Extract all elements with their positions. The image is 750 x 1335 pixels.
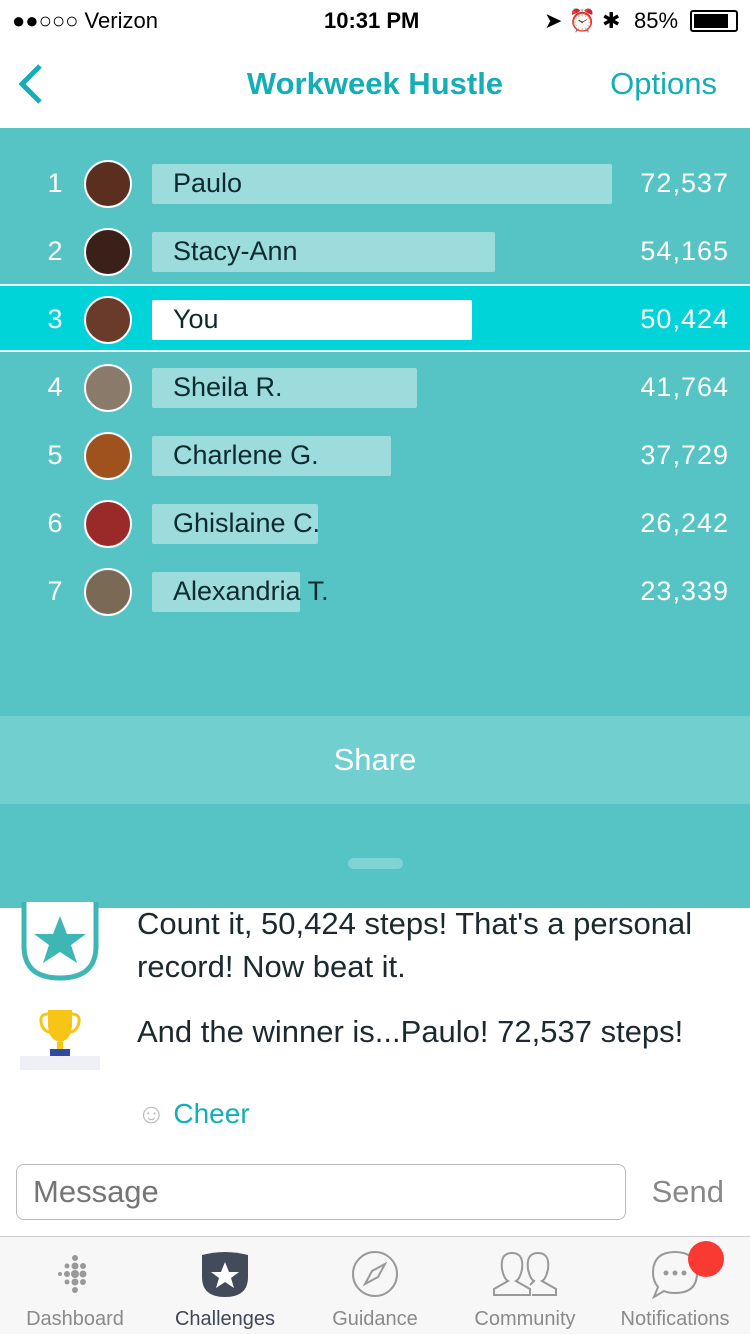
- tab-notifications[interactable]: Notifications: [600, 1237, 750, 1335]
- rank: 3: [47, 304, 63, 334]
- page-title: Workweek Hustle: [246, 66, 504, 101]
- leaderboard-row[interactable]: 6 Ghislaine C. 26,242: [0, 490, 750, 558]
- fitbit-dots-icon: [58, 1255, 87, 1293]
- tab-label: Notifications: [620, 1308, 730, 1330]
- community-people-icon: [493, 1251, 557, 1296]
- battery-percent: 85%: [634, 8, 679, 33]
- step-count: 26,242: [640, 508, 729, 538]
- avatar[interactable]: [84, 160, 132, 208]
- participant-name: Ghislaine C.: [173, 508, 321, 538]
- send-button[interactable]: Send: [651, 1174, 724, 1209]
- leaderboard-row[interactable]: 5 Charlene G. 37,729: [0, 422, 750, 490]
- trophy-icon: [20, 1010, 100, 1070]
- challenges-shield-icon: [202, 1252, 248, 1297]
- rank: 5: [47, 440, 63, 470]
- message-input[interactable]: [16, 1164, 626, 1220]
- tab-label: Challenges: [174, 1308, 276, 1330]
- leaderboard-row[interactable]: 2 Stacy-Ann 54,165: [0, 218, 750, 286]
- compass-icon: [352, 1251, 398, 1297]
- drag-handle[interactable]: [348, 858, 403, 869]
- cheer-label: Cheer: [173, 1098, 250, 1129]
- status-bar: ●●○○○ Verizon 10:31 PM ➤ ⏰ ✱ 85%: [0, 0, 750, 40]
- step-count: 37,729: [640, 440, 729, 470]
- avatar[interactable]: [84, 500, 132, 548]
- rank: 1: [47, 168, 63, 198]
- participant-name: Charlene G.: [173, 440, 319, 470]
- battery-icon: [690, 10, 738, 32]
- smiley-icon: ☺: [137, 1098, 166, 1129]
- participant-name: Stacy-Ann: [173, 236, 298, 266]
- tab-label: Community: [474, 1308, 576, 1330]
- options-button[interactable]: Options: [610, 66, 717, 101]
- tab-label: Guidance: [332, 1308, 418, 1330]
- rank: 7: [47, 576, 63, 606]
- step-count: 23,339: [640, 576, 729, 606]
- rank: 2: [47, 236, 63, 266]
- avatar[interactable]: [84, 432, 132, 480]
- notification-badge: [688, 1241, 724, 1277]
- steps-bar: [152, 368, 417, 408]
- tab-label: Dashboard: [26, 1308, 124, 1330]
- feed-item-text: And the winner is...Paulo! 72,537 steps!: [137, 1014, 684, 1049]
- step-count: 54,165: [640, 236, 729, 266]
- avatar[interactable]: [84, 364, 132, 412]
- star-badge-icon: [21, 902, 99, 981]
- tab-guidance[interactable]: Guidance: [300, 1237, 450, 1335]
- clock: 10:31 PM: [324, 8, 420, 33]
- tab-community[interactable]: Community: [450, 1237, 600, 1335]
- tab-bar: Dashboard Challenges Guidance Community …: [0, 1236, 750, 1334]
- back-chevron-icon[interactable]: [14, 62, 48, 106]
- avatar[interactable]: [84, 568, 132, 616]
- participant-name: Alexandria T.: [173, 576, 329, 606]
- avatar[interactable]: [84, 296, 132, 344]
- steps-bar: [152, 164, 612, 204]
- participant-name: You: [173, 304, 219, 334]
- steps-bar: [152, 232, 496, 272]
- share-button[interactable]: Share: [0, 716, 750, 804]
- status-icons: ➤ ⏰ ✱: [544, 8, 621, 33]
- tab-dashboard[interactable]: Dashboard: [0, 1237, 150, 1335]
- carrier: ●●○○○ Verizon: [12, 8, 158, 33]
- steps-bar: [152, 436, 392, 476]
- avatar[interactable]: [84, 228, 132, 276]
- participant-name: Sheila R.: [173, 372, 283, 402]
- leaderboard-row[interactable]: 4 Sheila R. 41,764: [0, 354, 750, 422]
- steps-bar: [152, 572, 300, 612]
- leaderboard-row[interactable]: 3 You 50,424: [0, 284, 750, 352]
- nav-bar: Workweek Hustle Options: [0, 40, 750, 128]
- leaderboard-row[interactable]: 1 Paulo 72,537: [0, 150, 750, 218]
- steps-bar: [152, 300, 472, 340]
- cheer-button[interactable]: ☺ Cheer: [137, 1098, 250, 1130]
- participant-name: Paulo: [173, 168, 243, 198]
- tab-challenges[interactable]: Challenges: [150, 1237, 300, 1335]
- rank: 4: [47, 372, 63, 402]
- feed-item-text: Count it, 50,424 steps! That's a persona…: [137, 906, 693, 984]
- step-count: 50,424: [640, 304, 729, 334]
- steps-bar: [152, 504, 319, 544]
- step-count: 72,537: [640, 168, 729, 198]
- rank: 6: [47, 508, 63, 538]
- leaderboard-row[interactable]: 7 Alexandria T. 23,339: [0, 558, 750, 626]
- leaderboard: 1 Paulo 72,537 2 Stacy-Ann 54,165 3 You 50…: [0, 128, 750, 908]
- step-count: 41,764: [640, 372, 729, 402]
